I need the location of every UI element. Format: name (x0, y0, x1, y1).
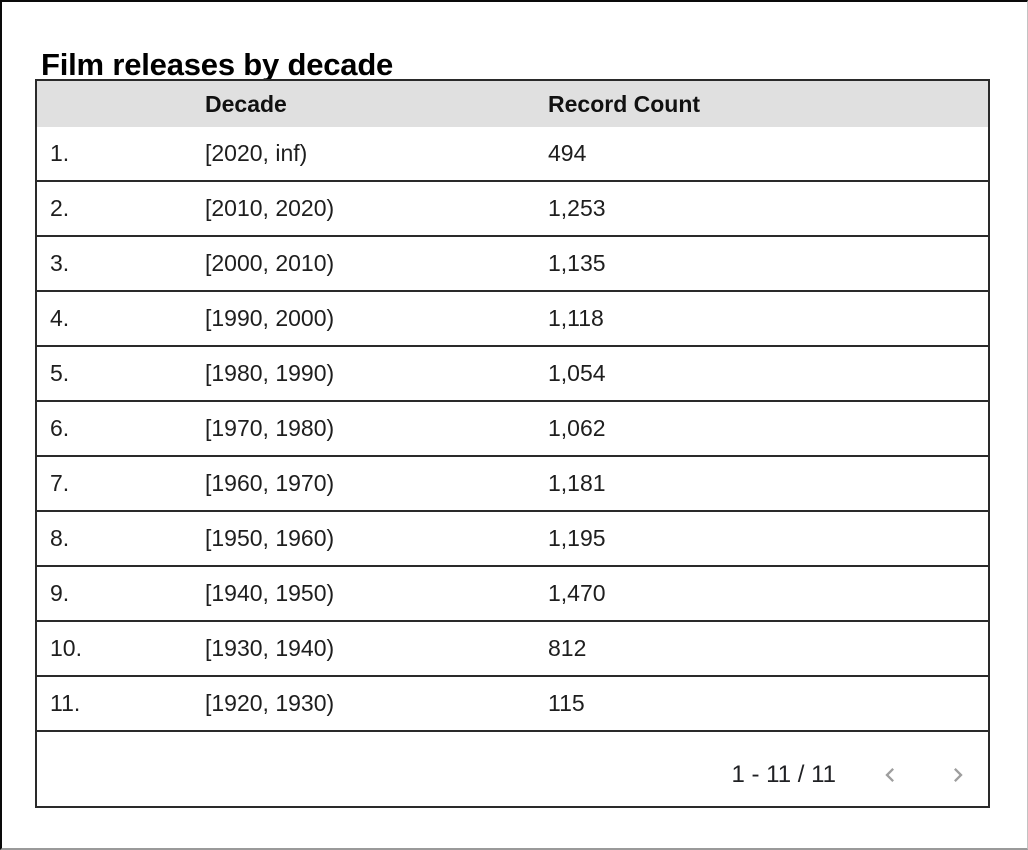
row-count-cell: 1,062 (548, 415, 606, 441)
row-decade-cell: [2000, 2010) (205, 250, 335, 276)
chevron-right-icon (944, 761, 972, 789)
table-row: 4. [1990, 2000) 1,118 (37, 290, 988, 345)
row-index-cell: 4. (50, 305, 70, 331)
table-row: 10. [1930, 1940) 812 (37, 620, 988, 675)
row-decade-cell: [1940, 1950) (205, 580, 335, 606)
row-decade-cell: [1980, 1990) (205, 360, 335, 386)
table-row: 6. [1970, 1980) 1,062 (37, 400, 988, 455)
table-footer: 1 - 11 / 11 (37, 730, 988, 806)
row-decade-cell: [1950, 1960) (205, 525, 335, 551)
row-count-cell: 1,181 (548, 470, 606, 496)
row-index-cell: 5. (50, 360, 70, 386)
row-decade-cell: [1990, 2000) (205, 305, 335, 331)
page-title: Film releases by decade (41, 46, 394, 82)
header-record-count[interactable]: Record Count (548, 90, 701, 117)
row-index-cell: 8. (50, 525, 70, 551)
row-count-cell: 1,253 (548, 195, 606, 221)
table-row: 5. [1980, 1990) 1,054 (37, 345, 988, 400)
row-decade-cell: [1970, 1980) (205, 415, 335, 441)
row-index-cell: 7. (50, 470, 70, 496)
row-index-cell: 10. (50, 635, 82, 661)
table-row: 9. [1940, 1950) 1,470 (37, 565, 988, 620)
pagination-range-label: 1 - 11 / 11 (731, 761, 836, 788)
row-count-cell: 812 (548, 635, 587, 661)
row-index-cell: 1. (50, 140, 70, 166)
row-decade-cell: [1960, 1970) (205, 470, 335, 496)
pagination-next-button[interactable] (944, 761, 972, 789)
row-decade-cell: [2020, inf) (205, 140, 308, 166)
row-index-cell: 11. (50, 690, 81, 716)
row-decade-cell: [1920, 1930) (205, 690, 335, 716)
pagination-prev-button[interactable] (876, 761, 904, 789)
table-row: 1. [2020, inf) 494 (37, 127, 988, 180)
row-index-cell: 2. (50, 195, 70, 221)
row-decade-cell: [2010, 2020) (205, 195, 335, 221)
header-decade[interactable]: Decade (205, 90, 287, 117)
row-count-cell: 1,054 (548, 360, 606, 386)
row-index-cell: 9. (50, 580, 70, 606)
chevron-left-icon (876, 761, 904, 789)
row-count-cell: 494 (548, 140, 587, 166)
row-count-cell: 115 (548, 690, 585, 716)
table-row: 11. [1920, 1930) 115 (37, 675, 988, 730)
table-header-row: Decade Record Count (37, 81, 988, 127)
row-count-cell: 1,135 (548, 250, 606, 276)
data-table: Decade Record Count 1. [2020, inf) 494 2… (35, 79, 990, 808)
table-row: 3. [2000, 2010) 1,135 (37, 235, 988, 290)
table-row: 8. [1950, 1960) 1,195 (37, 510, 988, 565)
row-count-cell: 1,470 (548, 580, 606, 606)
row-count-cell: 1,195 (548, 525, 606, 551)
row-index-cell: 6. (50, 415, 70, 441)
row-index-cell: 3. (50, 250, 70, 276)
table-row: 2. [2010, 2020) 1,253 (37, 180, 988, 235)
table-body: 1. [2020, inf) 494 2. [2010, 2020) 1,253… (37, 127, 988, 730)
row-decade-cell: [1930, 1940) (205, 635, 335, 661)
row-count-cell: 1,118 (548, 305, 604, 331)
table-row: 7. [1960, 1970) 1,181 (37, 455, 988, 510)
